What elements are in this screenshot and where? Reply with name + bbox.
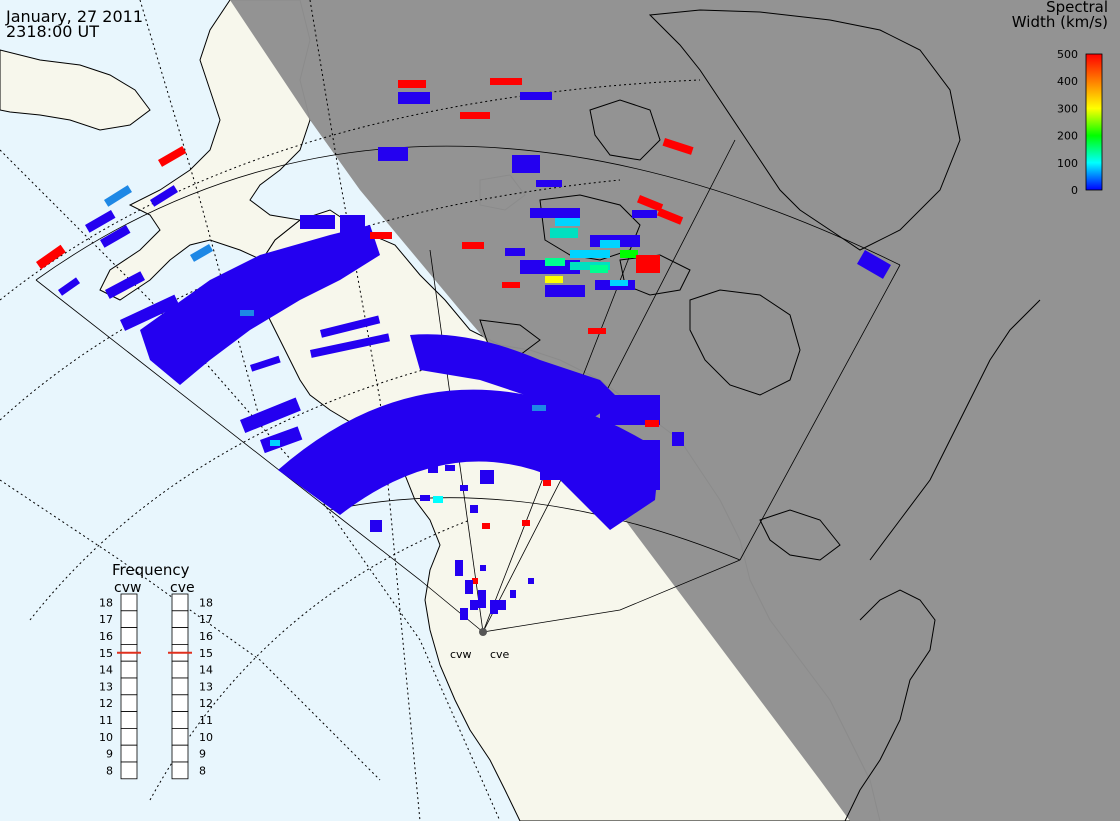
frequency-cell-cvw [120, 711, 138, 729]
frequency-tick-label: 18 [199, 596, 213, 609]
siberia-landmass [0, 49, 151, 131]
frequency-tick-label: 13 [99, 680, 113, 693]
colorbar-gradient [1085, 53, 1103, 191]
echo-band-mid [410, 334, 620, 420]
frequency-cell-cve [171, 677, 189, 696]
frequency-cell-cve [171, 694, 189, 712]
frequency-cell-cvw [120, 677, 138, 696]
colorbar-tick-label: 100 [1057, 157, 1078, 170]
colorbar-title-line1: Spectral [1046, 0, 1108, 16]
radar-label-cve: cve [490, 648, 510, 661]
colorbar-title-line2: Width (km/s) [1011, 13, 1108, 31]
night-coastlines [479, 9, 1041, 821]
colorbar-tick-label: 200 [1057, 130, 1078, 143]
frequency-column-cvw [117, 593, 141, 780]
fov-inner-boundary [329, 497, 741, 561]
frequency-cell-cvw [120, 610, 138, 628]
colorbar-tick-label: 300 [1057, 102, 1078, 115]
frequency-tick-label: 16 [99, 630, 113, 643]
frequency-cell-cvw [120, 761, 138, 780]
frequency-cell-cvw [120, 627, 138, 645]
frequency-tick-label: 10 [199, 731, 213, 744]
frequency-tick-label: 14 [99, 664, 113, 677]
radar-label-cvw: cvw [450, 648, 472, 661]
frequency-cell-cvw [120, 660, 138, 679]
date-label: January, 27 2011 [6, 7, 143, 26]
radar-sites: cvw cve [450, 628, 510, 661]
time-label: 2318:00 UT [6, 22, 100, 41]
timestamp-header: January, 27 2011 2318:00 UT [6, 7, 143, 41]
frequency-tick-label: 17 [199, 613, 213, 626]
frequency-tick-label: 8 [106, 764, 113, 777]
frequency-tick-label: 12 [199, 697, 213, 710]
colorbar-tick-label: 500 [1057, 48, 1078, 61]
spectral-width-colorbar: 500 400 300 200 100 0 [1057, 48, 1103, 197]
frequency-tick-label: 13 [199, 680, 213, 693]
frequency-tick-label: 9 [106, 748, 113, 761]
frequency-tick-label: 18 [99, 596, 113, 609]
frequency-tick-label: 12 [99, 697, 113, 710]
frequency-tick-label: 9 [199, 748, 206, 761]
fov-outer-boundary [35, 145, 901, 281]
frequency-cell-cve [171, 744, 189, 763]
frequency-tick-label: 11 [99, 714, 113, 727]
frequency-cell-cve [171, 711, 189, 729]
frequency-left-label: cvw [114, 580, 141, 596]
radar-site-marker [479, 628, 487, 636]
frequency-tick-label: 15 [99, 647, 113, 660]
frequency-cell-cve [171, 660, 189, 679]
frequency-tick-label: 10 [99, 731, 113, 744]
frequency-cell-cve [171, 593, 189, 612]
frequency-tick-label: 16 [199, 630, 213, 643]
echo-band-west [140, 225, 380, 385]
echo-cells [35, 78, 891, 620]
frequency-cell-cvw [120, 593, 138, 612]
frequency-tick-label: 11 [199, 714, 213, 727]
radar-fov [35, 139, 901, 633]
frequency-cell-cvw [120, 694, 138, 712]
frequency-tick-label: 14 [199, 664, 213, 677]
colorbar-tick-label: 0 [1071, 184, 1078, 197]
frequency-ticks-left: 18 17 16 15 14 13 12 11 10 9 8 [99, 596, 113, 777]
frequency-title: Frequency [112, 561, 190, 579]
frequency-cell-cve [171, 728, 189, 746]
colorbar-title: Spectral Width (km/s) [1012, 0, 1108, 30]
colorbar-ticks: 500 400 300 200 100 0 [1057, 48, 1078, 197]
frequency-right-label: cve [170, 580, 195, 596]
frequency-tick-label: 8 [199, 764, 206, 777]
frequency-ticks-right: 18 17 16 15 14 13 12 11 10 9 8 [199, 596, 213, 777]
frequency-tick-label: 17 [99, 613, 113, 626]
frequency-cell-cve [171, 761, 189, 780]
frequency-cell-cve [171, 627, 189, 645]
frequency-cell-cvw [120, 728, 138, 746]
frequency-tick-label: 15 [199, 647, 213, 660]
colorbar-tick-label: 400 [1057, 75, 1078, 88]
frequency-cell-cve [171, 610, 189, 628]
frequency-column-cve [168, 593, 192, 780]
frequency-legend: Frequency cvw cve 18 17 16 15 14 13 12 11 10 9 8 1… [99, 561, 213, 780]
alaska-landmass [99, 0, 311, 301]
frequency-cell-cvw [120, 744, 138, 763]
